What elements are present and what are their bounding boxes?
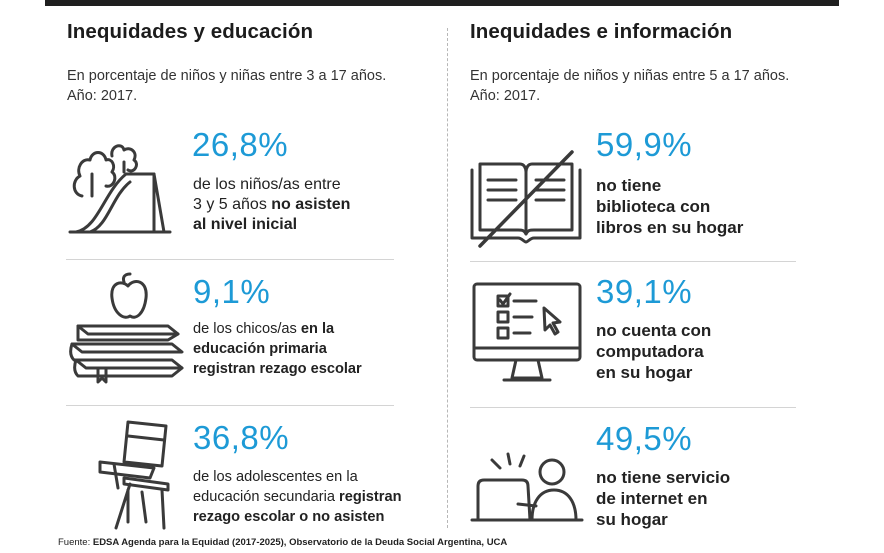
top-bar — [45, 0, 839, 6]
left-item-3-pct: 36,8% — [193, 419, 290, 456]
source-footer: Fuente: EDSA Agenda para la Equidad (201… — [58, 537, 507, 548]
right-divider-1 — [470, 261, 796, 262]
books-apple-icon — [69, 272, 184, 384]
left-item-3-desc: de los adolescentes en la educación secu… — [193, 469, 402, 525]
playground-slide-icon — [68, 144, 172, 234]
left-item-2-pct: 9,1% — [193, 273, 271, 310]
left-subtitle: En porcentaje de niños y niñas entre 3 a… — [67, 68, 387, 104]
right-item-1-pct: 59,9% — [596, 126, 693, 163]
right-item-3-pct: 49,5% — [596, 420, 693, 457]
source-label: Fuente: — [58, 537, 91, 548]
left-item-2-desc: de los chicos/as en la educación primari… — [193, 321, 362, 377]
left-item-1-pct: 26,8% — [192, 126, 289, 163]
left-divider-1 — [66, 259, 394, 260]
right-item-1-desc: no tiene biblioteca con libros en su hog… — [596, 176, 744, 237]
right-item-2-pct: 39,1% — [596, 273, 693, 310]
crossed-book-icon — [470, 150, 582, 248]
right-subtitle: En porcentaje de niños y niñas entre 5 a… — [470, 68, 790, 104]
left-title: Inequidades y educación — [67, 20, 314, 43]
left-item-1-desc: de los niños/as entre 3 y 5 años no asis… — [193, 176, 351, 233]
school-desk-chair-icon — [98, 420, 170, 530]
right-item-2-desc: no cuenta con computadora en su hogar — [596, 321, 712, 382]
column-divider — [447, 28, 448, 528]
source-text: EDSA Agenda para la Equidad (2017-2025),… — [92, 537, 508, 548]
person-laptop-icon — [470, 452, 584, 522]
left-divider-2 — [66, 405, 394, 406]
right-divider-2 — [470, 407, 796, 408]
computer-monitor-icon — [472, 282, 582, 382]
right-item-3-desc: no tiene servicio de internet en su hoga… — [596, 468, 731, 529]
right-title: Inequidades e información — [470, 20, 733, 43]
